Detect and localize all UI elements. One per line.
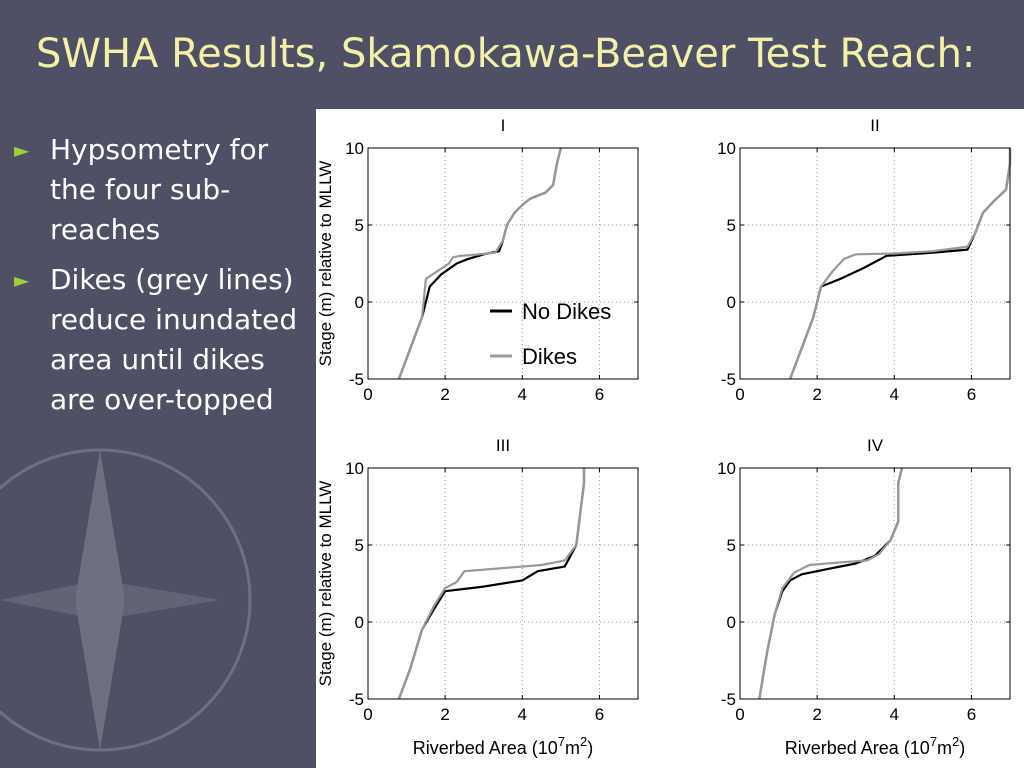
series-line-no-dikes	[789, 148, 1012, 380]
x-tick-label: 2	[812, 705, 821, 724]
x-tick-label: 0	[363, 705, 372, 724]
x-tick-label: 4	[518, 385, 527, 404]
x-tick-label: 4	[518, 705, 527, 724]
y-tick-label: -5	[349, 690, 364, 709]
y-tick-label: 5	[727, 536, 736, 555]
bullet-list: ► Hypsometry for the four sub-reaches ► …	[14, 130, 314, 430]
y-tick-label: -5	[349, 370, 364, 389]
x-tick-label: 6	[595, 385, 604, 404]
series-line-dikes	[397, 147, 562, 380]
hypsometry-figure: 0 2 4 6 -5 0 5 10 I Stage (m) relative to MLLW No …	[316, 109, 1024, 768]
panel-title: I	[501, 116, 506, 135]
x-tick-label: 0	[735, 385, 744, 404]
x-axis-label: Riverbed Area (107m2)	[785, 734, 966, 758]
bullet-item: ► Dikes (grey lines) reduce inundated ar…	[14, 260, 314, 420]
compass-watermark-icon	[0, 448, 252, 752]
series-line-no-dikes	[758, 467, 904, 700]
y-tick-label: 5	[355, 536, 364, 555]
y-tick-label: 10	[717, 139, 736, 158]
x-tick-label: 4	[890, 705, 899, 724]
y-tick-label: -5	[721, 690, 736, 709]
x-tick-label: 2	[440, 705, 449, 724]
x-tick-label: 6	[595, 705, 604, 724]
y-tick-label: 10	[345, 459, 364, 478]
plot-frame	[367, 147, 639, 380]
legend-label-dikes: Dikes	[522, 344, 577, 369]
x-tick-label: 2	[440, 385, 449, 404]
plot-frame	[367, 467, 639, 700]
y-tick-label: 10	[345, 139, 364, 158]
series-line-no-dikes	[397, 468, 586, 700]
y-axis-label: Stage (m) relative to MLLW	[316, 161, 335, 367]
slide-title: SWHA Results, Skamokawa-Beaver Test Reac…	[36, 31, 976, 77]
panel-title: IV	[867, 436, 884, 455]
y-tick-label: 5	[727, 216, 736, 235]
y-tick-label: 0	[727, 293, 736, 312]
bullet-item: ► Hypsometry for the four sub-reaches	[14, 130, 314, 250]
x-tick-label: 4	[890, 385, 899, 404]
y-tick-label: 0	[355, 613, 364, 632]
x-tick-label: 0	[735, 705, 744, 724]
x-tick-label: 2	[812, 385, 821, 404]
panel-title: II	[870, 116, 879, 135]
x-axis-label: Riverbed Area (107m2)	[413, 734, 594, 758]
bullet-text: Hypsometry for the four sub-reaches	[50, 133, 269, 246]
x-tick-label: 0	[363, 385, 372, 404]
triangle-bullet-icon: ►	[14, 268, 30, 292]
plot-frame	[739, 147, 1011, 380]
y-tick-label: 10	[717, 459, 736, 478]
y-tick-label: 0	[727, 613, 736, 632]
series-line-dikes	[789, 148, 1012, 380]
triangle-bullet-icon: ►	[14, 138, 30, 162]
y-axis-label: Stage (m) relative to MLLW	[316, 481, 335, 687]
series-line-dikes	[397, 468, 586, 700]
bullet-text: Dikes (grey lines) reduce inundated area…	[50, 263, 298, 416]
x-tick-label: 6	[967, 385, 976, 404]
legend-label-no-dikes: No Dikes	[522, 299, 611, 324]
y-tick-label: 0	[355, 293, 364, 312]
y-tick-label: -5	[721, 370, 736, 389]
series-line-dikes	[758, 467, 904, 700]
panel-title: III	[496, 436, 510, 455]
x-tick-label: 6	[967, 705, 976, 724]
y-tick-label: 5	[355, 216, 364, 235]
plot-frame	[739, 467, 1011, 700]
